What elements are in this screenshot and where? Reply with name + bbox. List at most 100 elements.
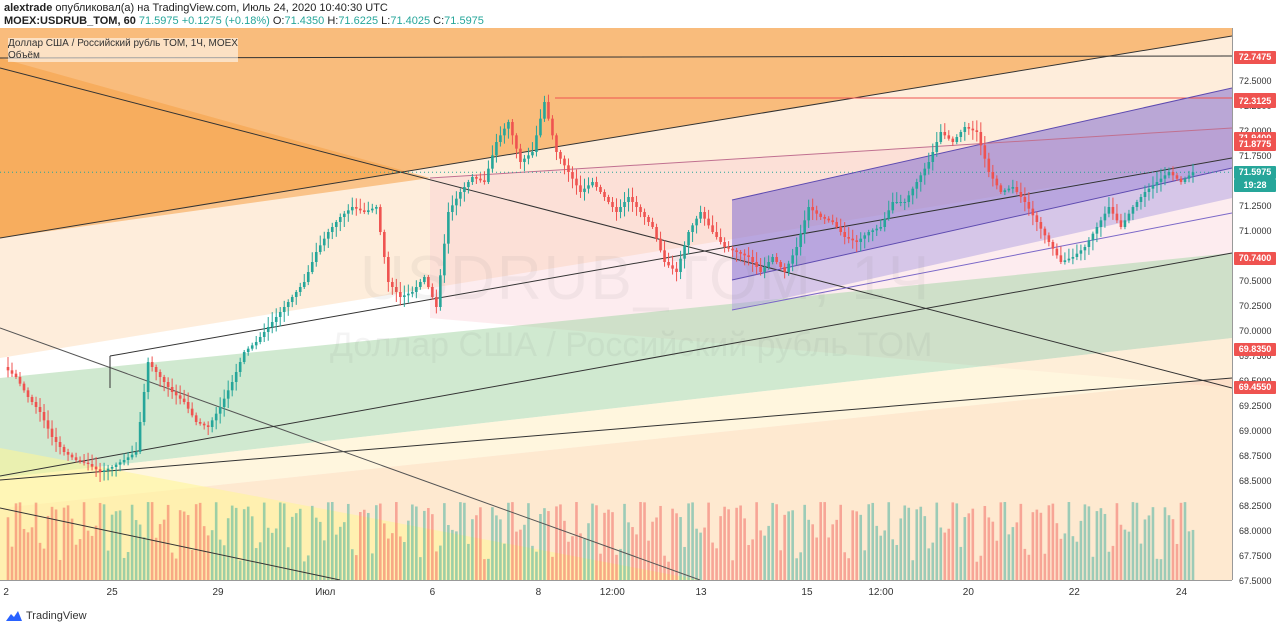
publish-line: alextrade опубликовал(а) на TradingView.… — [4, 2, 388, 14]
candle-body — [78, 460, 82, 462]
volume-bar — [1183, 502, 1187, 580]
candle-body — [667, 262, 670, 266]
close-label: C: — [433, 15, 445, 27]
volume-bar — [987, 517, 991, 580]
candle-body — [1159, 178, 1163, 182]
volume-bar — [791, 510, 794, 580]
volume-bar — [86, 530, 90, 580]
volume-bar — [647, 540, 650, 580]
time-tick-label: 6 — [429, 587, 436, 598]
volume-bar — [1103, 513, 1107, 580]
price-axis[interactable]: 72.500072.250072.000071.750071.500071.25… — [1232, 28, 1280, 586]
candle-body — [535, 135, 538, 152]
volume-bar — [1083, 504, 1087, 580]
volume-bar — [102, 504, 106, 580]
time-axis[interactable]: 2 25 29 Июл 6 8 12:00 13 15 12:00 20 22 24 — [0, 580, 1232, 603]
volume-bar — [126, 552, 130, 580]
footer: TradingView — [0, 604, 1280, 628]
volume-bar — [1043, 553, 1047, 580]
candle-body — [198, 422, 202, 424]
volume-bar — [342, 522, 346, 580]
candle-body — [771, 257, 774, 262]
candle-body — [1099, 220, 1103, 227]
candle-body — [787, 263, 790, 272]
chart-area[interactable]: USDRUB_TOM, 1Ч Доллар США / Российский р… — [0, 28, 1232, 580]
volume-bar — [691, 502, 694, 580]
volume-bar — [403, 542, 406, 580]
volume-bar — [911, 560, 915, 580]
chart-canvas[interactable] — [0, 28, 1232, 580]
candle-body — [182, 398, 186, 402]
price-change: +0.1275 (+0.18%) — [181, 15, 270, 27]
volume-bar — [495, 515, 498, 580]
volume-bar — [955, 503, 959, 580]
candle-body — [1171, 172, 1175, 176]
candle-body — [1059, 255, 1063, 262]
candle-body — [851, 238, 855, 241]
candle-body — [899, 202, 903, 203]
volume-bar — [815, 537, 818, 580]
candle-body — [423, 277, 426, 282]
price-tick-label: 72.0000 — [1239, 126, 1272, 136]
candle-body — [415, 287, 418, 292]
volume-bar — [747, 545, 750, 580]
candle-body — [222, 398, 226, 407]
candle-body — [1119, 220, 1123, 227]
volume-bar — [511, 502, 514, 580]
candle-body — [419, 282, 422, 287]
candle-body — [1175, 175, 1179, 179]
candle-body — [314, 252, 318, 262]
trend-line-4 — [0, 377, 1232, 481]
volume-bar — [1039, 512, 1043, 580]
candle-body — [122, 460, 126, 463]
volume-bar — [795, 558, 798, 580]
candle-body — [1067, 258, 1071, 261]
volume-bar — [1187, 531, 1191, 580]
candle-body — [218, 407, 222, 414]
candle-body — [655, 227, 658, 239]
volume-bar — [1115, 503, 1119, 580]
candle-body — [607, 197, 610, 202]
volume-bar — [563, 520, 566, 580]
candle-body — [931, 152, 935, 162]
candle-body — [403, 295, 406, 297]
price-tag: 69.4550 — [1234, 380, 1276, 394]
candle-body — [391, 282, 394, 287]
legend-volume[interactable]: Объём — [8, 50, 40, 61]
volume-bar — [543, 508, 546, 580]
candle-body — [727, 247, 730, 249]
volume-bar — [451, 529, 454, 580]
volume-bar — [899, 518, 903, 580]
candle-body — [487, 168, 490, 182]
volume-bar — [839, 504, 843, 580]
high-label: H: — [327, 15, 339, 27]
candle-body — [1155, 182, 1159, 186]
volume-bar — [535, 551, 538, 580]
brand-label: TradingView — [26, 610, 87, 622]
volume-bar — [350, 549, 354, 580]
candle-body — [515, 135, 518, 149]
volume-bar — [194, 504, 198, 580]
last-price-tag: 71.5975 — [1234, 166, 1276, 180]
volume-bar — [823, 502, 826, 580]
author-name[interactable]: alextrade — [4, 2, 53, 14]
volume-bar — [499, 519, 502, 580]
legend-title[interactable]: Доллар США / Российский рубль TOM, 1Ч, M… — [8, 38, 238, 49]
volume-bar — [310, 505, 314, 580]
candle-body — [783, 267, 786, 272]
candle-body — [42, 412, 46, 421]
price-tick-label: 67.5000 — [1239, 576, 1272, 586]
candle-body — [86, 462, 90, 464]
candle-body — [1051, 242, 1055, 249]
candle-body — [903, 202, 907, 203]
tradingview-logo-icon — [6, 611, 22, 621]
tradingview-brand[interactable]: TradingView — [6, 610, 87, 622]
price-tick-label: 68.2500 — [1239, 501, 1272, 511]
candle-body — [439, 275, 442, 307]
candle-body — [491, 155, 494, 169]
volume-bar — [675, 513, 678, 580]
candle-body — [935, 142, 939, 152]
candle-body — [955, 137, 959, 142]
candle-body — [555, 135, 558, 152]
candle-body — [214, 413, 218, 421]
